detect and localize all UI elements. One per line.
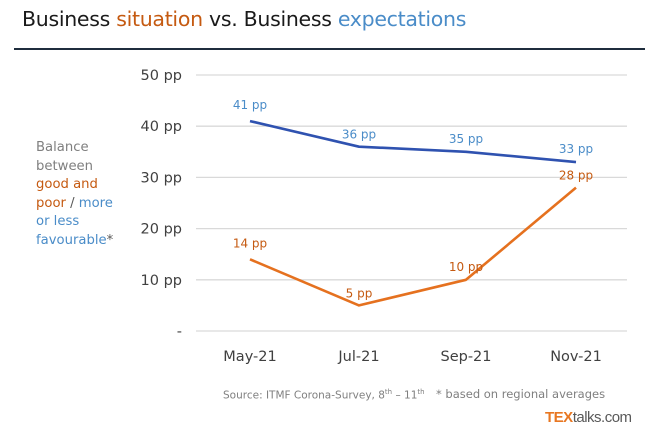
y-axis-label: Balance between good and poor / more or … — [36, 139, 146, 250]
data-label: 35 pp — [449, 132, 483, 146]
y-label-favourable: favourable — [36, 232, 107, 248]
y-label-line-6: favourable* — [36, 232, 146, 251]
y-tick-label: - — [177, 324, 182, 340]
y-label-line-1: Balance — [36, 140, 89, 155]
title-situation: situation — [116, 7, 203, 31]
y-tick-label: 40 pp — [141, 119, 182, 135]
logo-tex: TEX — [545, 409, 573, 426]
title-part-3: vs. Business — [202, 7, 338, 31]
chart-title: Business situation vs. Business expectat… — [22, 7, 466, 31]
y-tick-label: 10 pp — [141, 273, 182, 289]
data-label: 33 pp — [559, 142, 593, 156]
x-tick-label: May-21 — [223, 349, 276, 365]
data-label: 10 pp — [449, 260, 483, 274]
y-label-star: * — [106, 232, 114, 248]
y-label-poor: poor — [36, 195, 66, 211]
data-label: 5 pp — [346, 286, 373, 300]
data-labels: 41 pp 36 pp 35 pp 33 pp 14 pp 5 pp 10 pp 28 pp — [233, 98, 593, 300]
y-label-line-3: good and — [36, 177, 98, 192]
y-label-line-5: or less — [36, 214, 80, 229]
data-label: 28 pp — [559, 169, 593, 183]
title-part-1: Business — [22, 7, 117, 31]
data-label: 41 pp — [233, 98, 267, 112]
source-sup-2: th — [417, 388, 425, 396]
x-tick-label: Sep-21 — [440, 349, 491, 365]
x-tick-labels: May-21 Jul-21 Sep-21 Nov-21 — [223, 349, 602, 365]
y-label-sep: / — [65, 195, 79, 211]
y-tick-labels: - 10 pp 20 pp 30 pp 40 pp 50 pp — [141, 68, 182, 340]
source-sup-1: th — [384, 388, 393, 396]
source-text: Source: ITMF Corona-Survey, 8 — [223, 389, 385, 402]
textalks-logo[interactable]: TEXtalks.com — [545, 408, 632, 426]
title-expectations: expectations — [337, 7, 467, 31]
data-label: 36 pp — [342, 128, 376, 142]
footnote: * based on regional averages — [436, 387, 606, 401]
title-divider — [14, 48, 645, 50]
y-tick-label: 30 pp — [141, 170, 182, 186]
x-tick-label: Jul-21 — [337, 349, 379, 365]
y-tick-label: 50 pp — [141, 68, 182, 84]
series-line-situation — [249, 186, 577, 307]
series-layer — [249, 119, 577, 307]
y-label-line-2: between — [36, 158, 94, 174]
y-tick-label: 20 pp — [141, 222, 182, 238]
y-label-more: more — [78, 195, 113, 211]
logo-talks: talks.com — [572, 409, 632, 426]
series-line-expectations — [249, 119, 577, 164]
source-mid: – 11 — [392, 389, 418, 402]
x-tick-label: Nov-21 — [550, 349, 602, 365]
source-note: Source: ITMF Corona-Survey, 8th – 11th — [223, 388, 425, 402]
y-label-line-4: poor / more — [36, 195, 146, 214]
data-label: 14 pp — [233, 236, 267, 250]
